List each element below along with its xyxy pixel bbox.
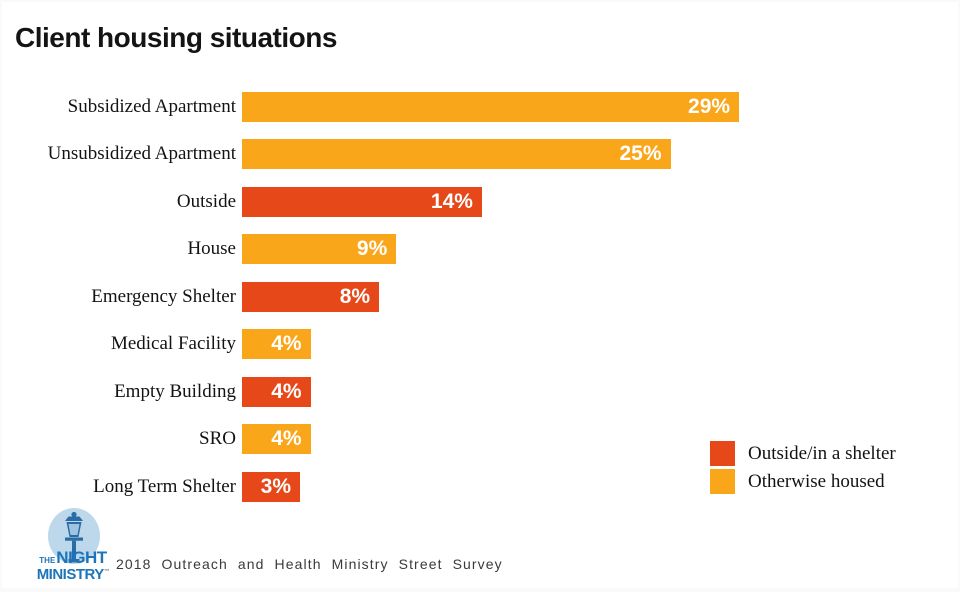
- bar-medical-facility: 4%: [242, 329, 311, 360]
- page-title: Client housing situations: [15, 22, 337, 53]
- bar-chart: Subsidized Apartment 29% Unsubsidized Apar…: [2, 83, 958, 511]
- chart-row: SRO 4%: [2, 416, 958, 464]
- chart-row: Unsubsidized Apartment 25%: [2, 131, 958, 179]
- legend-label: Outside/in a shelter: [748, 442, 896, 464]
- bar-value-label: 29%: [688, 94, 731, 118]
- chart-row: House 9%: [2, 226, 958, 274]
- chart-row: Emergency Shelter 8%: [2, 273, 958, 321]
- legend-item: Outside/in a shelter: [710, 441, 896, 466]
- category-label: Medical Facility: [110, 333, 236, 355]
- chart-row: Empty Building 4%: [2, 368, 958, 416]
- legend-label: Otherwise housed: [748, 470, 885, 492]
- chart-row: Medical Facility 4%: [2, 321, 958, 369]
- legend: Outside/in a shelter Otherwise housed: [710, 441, 896, 494]
- legend-swatch-housed: [710, 469, 735, 494]
- bar-value-label: 14%: [430, 189, 473, 213]
- logo-wordmark: THE NIGHT MINISTRY™: [30, 549, 116, 582]
- category-label: Outside: [176, 190, 236, 212]
- category-label: Subsidized Apartment: [67, 95, 236, 117]
- bar-value-label: 25%: [619, 142, 662, 166]
- bar-value-label: 4%: [271, 379, 302, 403]
- category-label: Unsubsidized Apartment: [47, 143, 236, 165]
- category-label: House: [187, 238, 236, 260]
- chart-row: Outside 14%: [2, 178, 958, 226]
- category-label: Empty Building: [114, 380, 236, 402]
- bar-value-label: 4%: [271, 332, 302, 356]
- bar-long-term-shelter: 3%: [242, 471, 300, 502]
- category-label: Long Term Shelter: [93, 475, 236, 497]
- bar-value-label: 3%: [260, 474, 291, 498]
- chart-row: Long Term Shelter 3%: [2, 463, 958, 511]
- footer-caption: 2018 Outreach and Health Ministry Street…: [116, 556, 503, 572]
- category-label: SRO: [199, 428, 236, 450]
- category-label: Emergency Shelter: [91, 285, 236, 307]
- bar-sro: 4%: [242, 424, 311, 455]
- legend-swatch-outside: [710, 441, 735, 466]
- bar-value-label: 9%: [356, 237, 388, 261]
- bar-empty-building: 4%: [242, 376, 311, 407]
- logo-night: NIGHT: [56, 548, 107, 567]
- bar-unsubsidized-apartment: 25%: [242, 139, 671, 170]
- bar-emergency-shelter: 8%: [242, 281, 380, 312]
- logo-the: THE: [39, 556, 56, 565]
- logo-trademark: ™: [103, 569, 110, 575]
- bar-subsidized-apartment: 29%: [242, 91, 740, 122]
- chart-rows: Subsidized Apartment 29% Unsubsidized Apar…: [2, 83, 958, 511]
- night-ministry-logo: THE NIGHT MINISTRY™: [30, 508, 116, 584]
- street-lamp-icon: [48, 508, 100, 564]
- bar-value-label: 8%: [339, 284, 371, 308]
- bar-value-label: 4%: [271, 427, 302, 451]
- bar-house: 9%: [242, 234, 397, 265]
- chart-row: Subsidized Apartment 29%: [2, 83, 958, 131]
- logo-ministry: MINISTRY: [36, 566, 105, 583]
- legend-item: Otherwise housed: [710, 469, 896, 494]
- bar-outside: 14%: [242, 186, 482, 217]
